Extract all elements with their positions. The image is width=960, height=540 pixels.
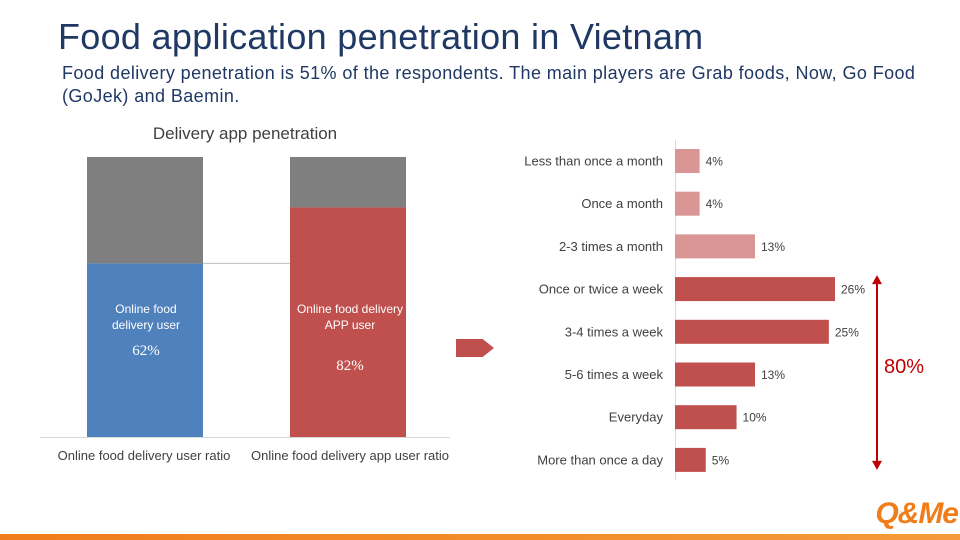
frequency-value-label-4: 25% [835, 325, 859, 339]
stack-bar-1-segment-0 [290, 207, 406, 437]
left-category-label-1: Online food delivery app user ratio [250, 448, 449, 463]
page-title: Food application penetration in Vietnam [58, 16, 704, 57]
frequency-category-label-6: Everyday [609, 410, 664, 425]
stack-bar-0-segment-0 [87, 263, 203, 437]
bracket-arrow-head-bottom [872, 460, 882, 470]
frequency-value-label-2: 13% [761, 240, 785, 254]
frequency-category-label-5: 5-6 times a week [565, 367, 664, 382]
delivery-frequency-chart: Less than once a month 4% Once a month 4% 2-… [524, 140, 882, 480]
bracket-label: 80% [884, 356, 925, 378]
frequency-value-label-3: 26% [841, 283, 865, 297]
frequency-value-label-7: 5% [712, 453, 730, 467]
delivery-app-penetration-chart [40, 157, 450, 438]
frequency-bar-0 [675, 149, 700, 173]
frequency-bar-3 [675, 277, 835, 302]
frequency-category-label-2: 2-3 times a month [559, 239, 663, 254]
bar-value-label-0: 62% [132, 343, 160, 359]
left-chart-title: Delivery app penetration [152, 124, 338, 143]
frequency-value-label-1: 4% [706, 197, 724, 211]
brand-logo: Q&Me [875, 496, 959, 532]
brand-logo-text: Q&Me [875, 497, 959, 530]
page-subtitle: Food delivery penetration is 51% of the … [62, 63, 916, 106]
stack-bar-0-segment-1 [87, 157, 203, 264]
bar-inner-label-1: Online food delivery APP user [296, 302, 404, 332]
bar-inner-label-0: Online food delivery user [111, 302, 181, 332]
frequency-value-label-5: 13% [761, 368, 785, 382]
bar-value-label-1: 82% [336, 358, 364, 374]
frequency-value-label-6: 10% [743, 411, 767, 425]
bracket-arrow-head-top [872, 275, 882, 285]
right-arrow-icon [456, 339, 494, 357]
frequency-bar-7 [675, 447, 706, 472]
frequency-category-label-0: Less than once a month [524, 154, 663, 169]
frequency-category-label-3: Once or twice a week [539, 282, 664, 297]
frequency-bar-6 [675, 405, 737, 430]
frequency-category-label-1: Once a month [581, 196, 663, 211]
stack-bar-1-segment-1 [290, 157, 406, 208]
frequency-category-label-4: 3-4 times a week [565, 324, 664, 339]
left-category-label-0: Online food delivery user ratio [57, 448, 231, 463]
frequency-bar-4 [675, 319, 829, 344]
frequency-category-label-7: More than once a day [537, 452, 663, 467]
frequency-bar-2 [675, 234, 755, 259]
frequency-value-label-0: 4% [706, 155, 724, 169]
frequency-bar-5 [675, 362, 755, 387]
bottom-accent-strip [0, 534, 960, 540]
frequency-bar-1 [675, 191, 700, 216]
